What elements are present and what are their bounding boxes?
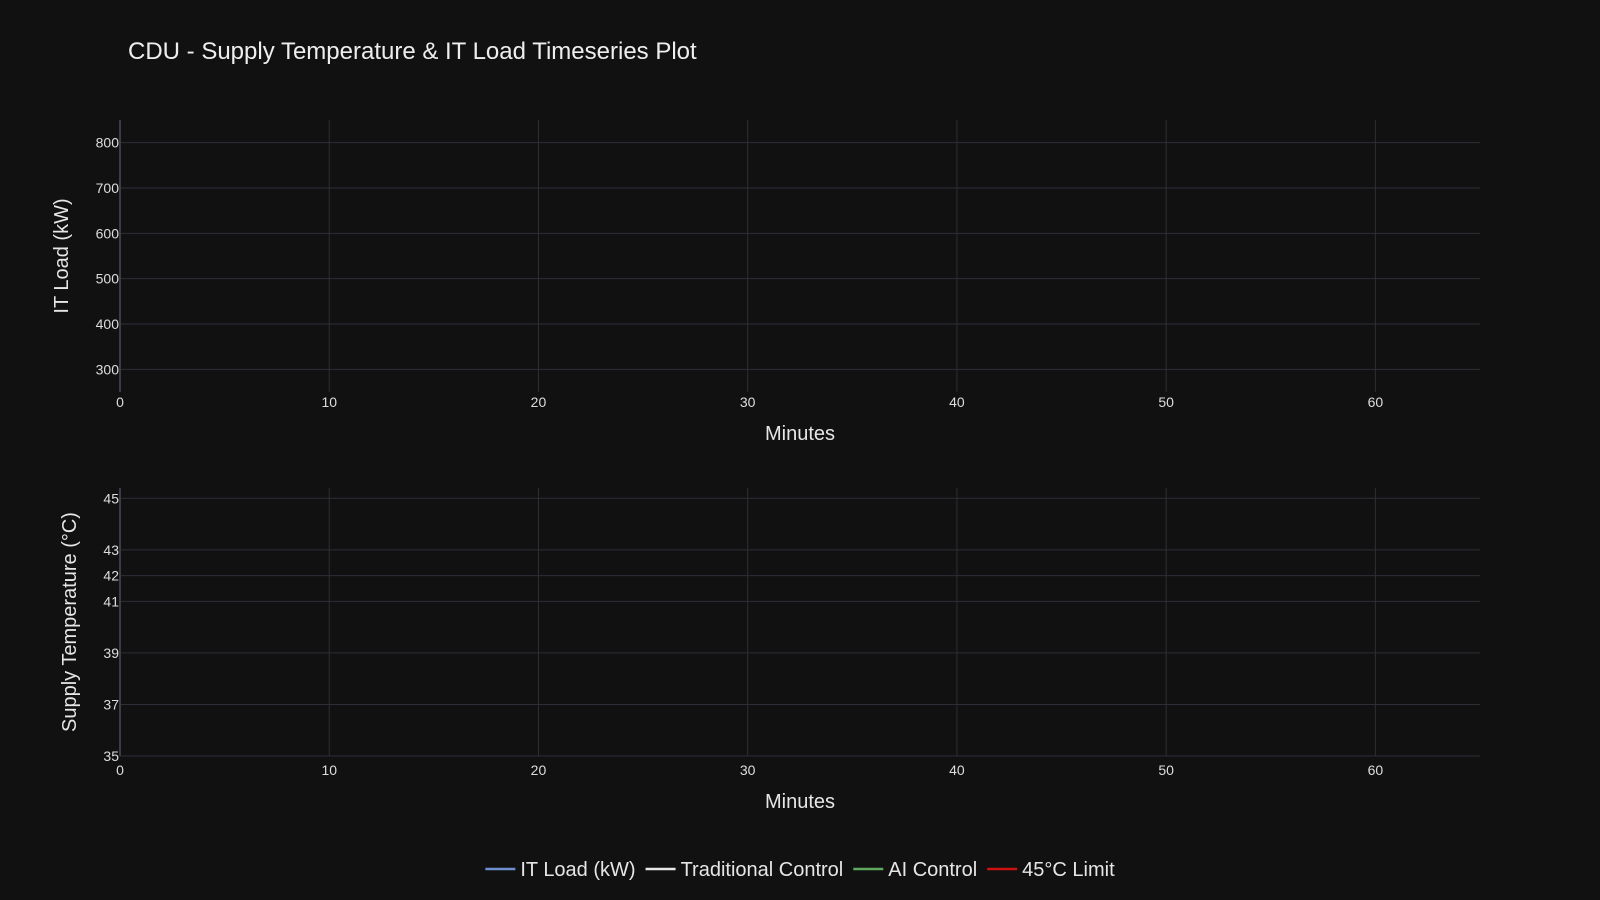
- legend-label: 45°C Limit: [1022, 859, 1115, 881]
- legend-item[interactable]: IT Load (kW): [485, 859, 636, 881]
- x-tick-label: 30: [740, 762, 756, 778]
- y-tick-label: 43: [103, 542, 119, 558]
- legend: IT Load (kW) Traditional Control AI Contro…: [485, 859, 1115, 881]
- y-tick-label: 45: [103, 490, 119, 506]
- x-tick-label: 40: [949, 762, 965, 778]
- y-tick-label: 37: [103, 696, 119, 712]
- y-tick-label: 41: [103, 593, 119, 609]
- x-tick-label: 50: [1158, 394, 1174, 410]
- legend-item[interactable]: 45°C Limit: [987, 859, 1115, 881]
- y-tick-label: 300: [96, 361, 120, 377]
- legend-label: Traditional Control: [681, 859, 844, 881]
- chart-title: CDU - Supply Temperature & IT Load Times…: [128, 38, 697, 65]
- x-tick-label: 0: [116, 762, 124, 778]
- subplot-load: 0 10 20 30 40 50 60 300 400 500 600 700 800 Minutes IT…: [51, 120, 1480, 445]
- y-tick-label: 600: [96, 225, 120, 241]
- y-tick-label: 400: [96, 316, 120, 332]
- x-tick-label: 20: [531, 394, 547, 410]
- x-axis-title: Minutes: [765, 423, 835, 445]
- x-tick-label: 20: [531, 762, 547, 778]
- legend-item[interactable]: Traditional Control: [645, 859, 844, 881]
- x-tick-label: 40: [949, 394, 965, 410]
- subplot-temp: 0 10 20 30 40 50 60 35 37 39 41 42 43 45 Minutes Supply…: [59, 488, 1480, 813]
- x-axis-title: Minutes: [765, 791, 835, 813]
- y-tick-label: 42: [103, 568, 119, 584]
- y-tick-label: 800: [96, 135, 120, 151]
- x-tick-label: 60: [1368, 394, 1384, 410]
- legend-label: IT Load (kW): [520, 859, 635, 881]
- y-axis-title: IT Load (kW): [51, 198, 73, 313]
- legend-item[interactable]: AI Control: [853, 859, 977, 881]
- x-tick-label: 30: [740, 394, 756, 410]
- y-tick-label: 700: [96, 180, 120, 196]
- y-tick-label: 39: [103, 645, 119, 661]
- x-tick-label: 10: [321, 394, 337, 410]
- x-tick-label: 50: [1158, 762, 1174, 778]
- y-tick-label: 500: [96, 271, 120, 287]
- x-tick-label: 60: [1368, 762, 1384, 778]
- x-tick-label: 0: [116, 394, 124, 410]
- y-axis-title: Supply Temperature (°C): [59, 512, 81, 732]
- y-tick-label: 35: [103, 748, 119, 764]
- x-tick-label: 10: [321, 762, 337, 778]
- legend-label: AI Control: [888, 859, 977, 881]
